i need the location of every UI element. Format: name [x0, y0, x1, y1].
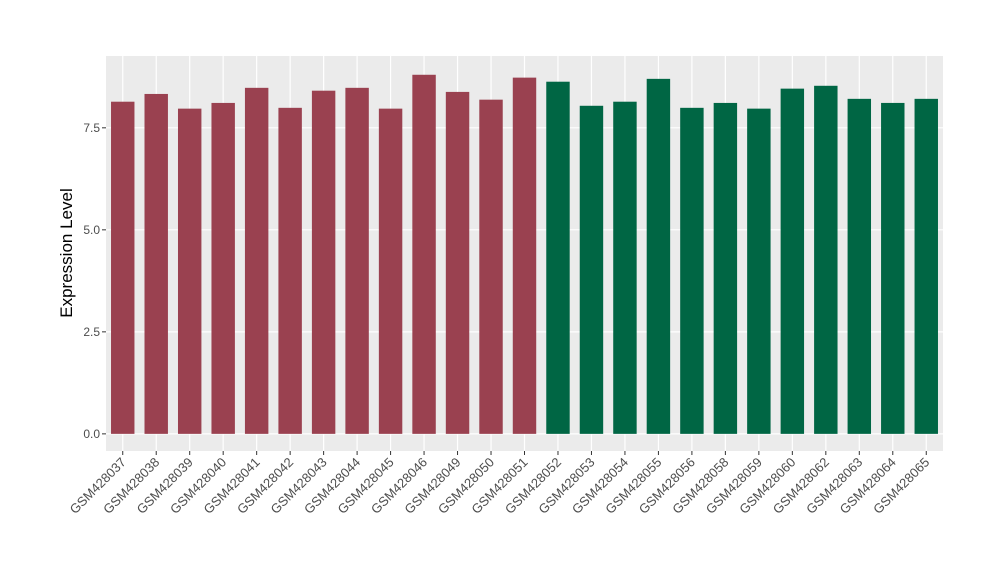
bar	[680, 107, 704, 434]
bar	[512, 77, 537, 434]
bar	[814, 85, 838, 434]
bar	[144, 93, 168, 434]
bar	[177, 108, 202, 434]
bar	[546, 81, 570, 434]
y-tick-label: 7.5	[83, 121, 100, 135]
bar	[780, 88, 805, 434]
bar	[579, 105, 604, 434]
bar	[479, 99, 503, 434]
bar	[111, 101, 135, 434]
bar	[278, 107, 302, 434]
y-tick-label: 2.5	[83, 325, 100, 339]
bar	[713, 102, 738, 434]
bar	[613, 101, 637, 434]
y-tick-label: 5.0	[83, 223, 100, 237]
bar	[646, 78, 671, 434]
bar	[445, 91, 470, 434]
bar	[244, 87, 269, 434]
bar	[914, 98, 938, 434]
bar	[847, 98, 872, 434]
bar	[345, 87, 369, 434]
bar	[311, 90, 336, 434]
bar	[378, 108, 403, 434]
bar	[211, 102, 235, 434]
bar	[881, 102, 905, 434]
bar	[412, 74, 436, 434]
y-tick-label: 0.0	[83, 427, 100, 441]
y-axis-label: Expression Level	[57, 188, 76, 317]
bar	[747, 108, 771, 434]
